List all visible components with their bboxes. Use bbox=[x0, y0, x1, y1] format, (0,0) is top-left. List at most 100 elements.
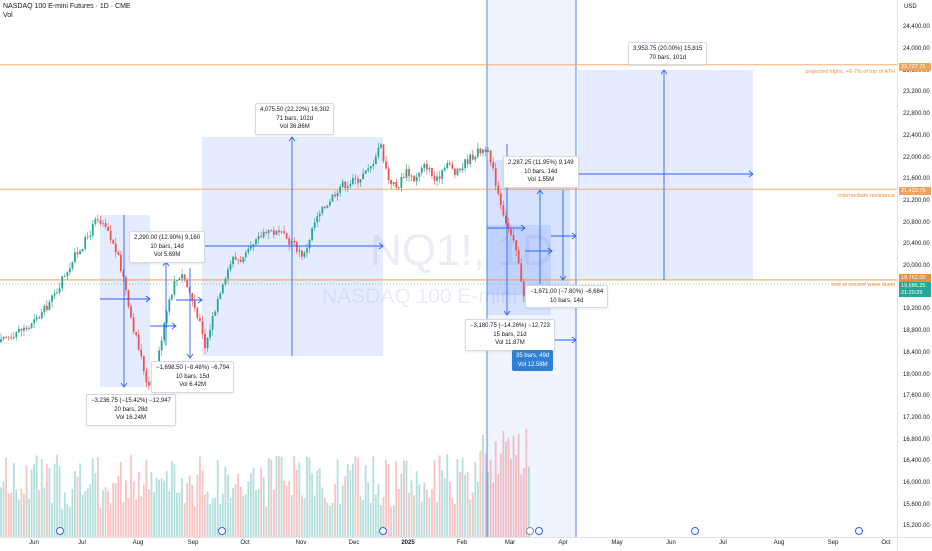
volume-bar bbox=[331, 502, 334, 537]
price-tag[interactable]: 21:20:29 bbox=[899, 289, 931, 297]
event-icon[interactable] bbox=[855, 527, 863, 535]
candle-body bbox=[181, 274, 183, 279]
price-tick: 21,200.00 bbox=[903, 197, 930, 204]
date-range-label[interactable]: 35 bars, 49d Vol 12.58M bbox=[512, 350, 554, 371]
volume-bar bbox=[469, 499, 472, 537]
candle-body bbox=[58, 288, 61, 293]
chart-title[interactable]: NASDAQ 100 E-mini Futures · 1D · CME bbox=[3, 3, 131, 10]
volume-bar bbox=[354, 456, 357, 537]
candle-body bbox=[431, 168, 433, 177]
time-label: Aug bbox=[773, 540, 785, 546]
price-tag[interactable]: 19,686.25 bbox=[899, 282, 931, 290]
volume-bar bbox=[227, 474, 229, 537]
candle-body bbox=[224, 278, 227, 285]
volume-bar bbox=[239, 486, 242, 537]
measure-label-8[interactable]: 3,953.75 (20.00%) 15,815 70 bars, 101d bbox=[628, 42, 708, 65]
volume-bar bbox=[484, 453, 487, 537]
measure-label-4[interactable]: 4,075.50 (22.22%) 16,302 71 bars, 102d V… bbox=[255, 103, 335, 135]
candle-body bbox=[104, 222, 107, 227]
volume-bar bbox=[237, 473, 240, 537]
candle-body bbox=[193, 300, 196, 308]
price-tick: 16,800.00 bbox=[903, 436, 930, 443]
measure-arrow-6-head bbox=[559, 275, 567, 281]
volume-bar bbox=[204, 494, 206, 537]
event-icon[interactable] bbox=[218, 527, 226, 535]
chart-canvas[interactable] bbox=[0, 0, 897, 537]
candle-body bbox=[68, 268, 71, 273]
chart-pane[interactable]: NQ1!, 1D NASDAQ 100 E-mini Futures NASDA… bbox=[0, 0, 897, 537]
measure-label-2[interactable]: 2,290.00 (12.90%) 9,160 10 bars, 14d Vol… bbox=[129, 231, 206, 263]
measure-4-bars: 71 bars, 102d bbox=[276, 115, 314, 122]
dividend-icon[interactable] bbox=[526, 527, 534, 535]
volume-bar bbox=[372, 456, 375, 537]
volume-bar bbox=[163, 480, 166, 537]
volume-bar bbox=[512, 435, 515, 537]
volume-bar bbox=[265, 506, 268, 537]
currency-label[interactable]: USD bbox=[904, 4, 917, 10]
event-icon[interactable] bbox=[535, 527, 543, 535]
measure-label-6[interactable]: −1,671.00 (−7.80%) −6,684 10 bars, 14d bbox=[525, 285, 609, 308]
time-axis[interactable]: Jun Jul Aug Sep Oct Nov Dec 2025 Feb Mar Apr May Jun… bbox=[0, 537, 897, 551]
price-tag[interactable]: 23,727.75 bbox=[899, 63, 931, 71]
candle-body bbox=[288, 238, 291, 245]
volume-bar bbox=[214, 497, 217, 537]
measure-label-1[interactable]: −3,236.75 (−15.42%) −12,947 20 bars, 28d… bbox=[86, 394, 176, 426]
measure-label-5[interactable]: 2,287.25 (11.95%) 9,149 10 bars, 14d Vol… bbox=[503, 156, 579, 188]
candle-body bbox=[403, 176, 405, 178]
candle-body bbox=[227, 269, 229, 279]
candle-body bbox=[293, 241, 296, 243]
volume-bar bbox=[242, 496, 245, 537]
candle-body bbox=[132, 317, 135, 333]
volume-bar bbox=[466, 472, 469, 537]
volume-bar bbox=[369, 502, 372, 537]
volume-bar bbox=[97, 457, 99, 537]
candle-body bbox=[367, 168, 370, 171]
volume-bar bbox=[380, 504, 382, 537]
price-tick: 18,800.00 bbox=[903, 328, 930, 335]
candle-body bbox=[418, 172, 421, 177]
candle-body bbox=[99, 220, 102, 224]
candle-body bbox=[127, 290, 130, 307]
price-tick: 18,400.00 bbox=[903, 349, 930, 356]
candle-body bbox=[170, 294, 173, 300]
candle-body bbox=[89, 235, 92, 237]
candle-body bbox=[359, 179, 362, 183]
axis-corner[interactable] bbox=[897, 537, 932, 551]
price-axis[interactable]: USD 24,400.0024,000.0023,600.0023,200.00… bbox=[897, 0, 932, 537]
volume-bar bbox=[119, 461, 122, 537]
price-tag[interactable]: 21,433.75 bbox=[899, 187, 931, 195]
volume-bar bbox=[377, 483, 380, 537]
event-icon[interactable] bbox=[379, 527, 387, 535]
volume-bar bbox=[522, 468, 525, 537]
price-tag[interactable]: 19,762.00 bbox=[899, 274, 931, 282]
volume-bar bbox=[99, 507, 102, 537]
measure-label-3[interactable]: −1,698.50 (−8.48%) −6,794 10 bars, 15d V… bbox=[151, 361, 235, 393]
candle-body bbox=[308, 240, 311, 249]
volume-bar bbox=[385, 459, 387, 537]
candle-body bbox=[109, 230, 112, 240]
candle-body bbox=[183, 274, 186, 280]
volume-bar bbox=[168, 490, 171, 537]
measure-6-bars: 10 bars, 14d bbox=[549, 297, 584, 304]
candle-body bbox=[316, 216, 319, 223]
candle-body bbox=[522, 281, 525, 297]
candle-body bbox=[420, 168, 423, 173]
time-label: Oct bbox=[240, 540, 250, 546]
measure-label-7[interactable]: −3,180.75 (−14.26%) −12,723 15 bars, 21d… bbox=[465, 319, 555, 351]
price-tick: 17,600.00 bbox=[903, 393, 930, 400]
candle-body bbox=[344, 181, 347, 189]
candle-body bbox=[306, 248, 308, 253]
event-icon[interactable] bbox=[691, 527, 699, 535]
volume-legend[interactable]: Vol bbox=[3, 12, 13, 19]
volume-bar bbox=[405, 460, 408, 537]
event-icon[interactable] bbox=[56, 527, 64, 535]
measure-3-bars: 10 bars, 15d bbox=[175, 373, 210, 380]
candle-body bbox=[520, 263, 523, 282]
volume-bar bbox=[199, 456, 201, 537]
volume-bar bbox=[247, 481, 250, 537]
candle-body bbox=[163, 323, 166, 341]
candle-body bbox=[102, 222, 104, 224]
candle-body bbox=[40, 312, 43, 319]
volume-bar bbox=[471, 492, 474, 537]
volume-bar bbox=[446, 454, 449, 537]
